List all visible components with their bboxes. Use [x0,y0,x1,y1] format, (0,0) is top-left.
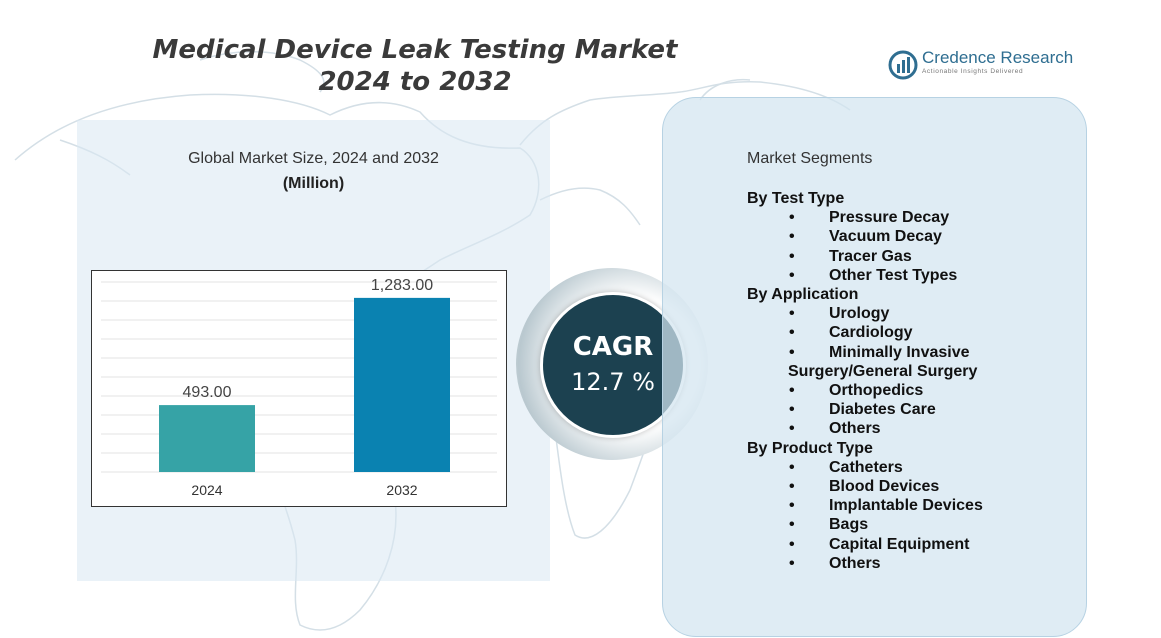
bar-2024 [159,405,255,472]
cagr-label: CAGR [572,332,654,362]
segment-category: By Application [747,286,859,304]
segment-item: • Implantable Devices [747,496,1067,515]
bullet-icon: • [789,535,795,553]
segment-item-label: Urology [829,305,890,323]
segment-item-label: Pressure Decay [829,209,950,227]
bullet-icon: • [789,458,795,476]
segment-item: • Pressure Decay [747,208,1067,227]
segment-item-label: Blood Devices [829,478,940,496]
bullet-icon: • [789,554,795,572]
segment-item: • Blood Devices [747,477,1067,496]
segment-item-label: Others [829,420,881,438]
segment-item: • Catheters [747,458,1067,477]
segment-item: • Bags [747,515,1067,534]
segment-item-label: Capital Equipment [829,535,970,553]
title-line-1: Medical Device Leak Testing Market [152,35,678,65]
segment-item-label: Vacuum Decay [829,228,942,246]
market-segments-panel [662,97,1087,637]
bullet-icon: • [789,247,795,265]
segment-item: • Others [747,419,1067,438]
segments-heading: Market Segments [747,150,873,167]
segments-list: By Test Type • Pressure Decay • Vacuum Decay… [747,189,1067,573]
segment-item: • Others [747,554,1067,573]
segment-category: By Test Type [747,190,845,207]
chart-unit: (Million) [282,175,345,192]
data-label-2024: 493.00 [183,384,232,401]
segment-item: • Orthopedics [747,381,1067,400]
bullet-icon: • [789,478,795,496]
segment-item-label: Orthopedics [829,382,924,400]
page-title: Medical Device Leak Testing Market 2024 … [150,34,680,98]
bullet-icon: • [789,382,795,400]
bullet-icon: • [789,497,795,515]
bullet-icon: • [789,266,795,284]
segment-item: • Other Test Types [747,266,1067,285]
bullet-icon: • [789,516,795,534]
bullet-icon: • [789,420,795,438]
chart-title: Global Market Size, 2024 and 2032 [188,150,439,167]
segment-item-label: Diabetes Care [829,401,936,419]
bar-2032 [354,297,450,472]
segment-item-label: Tracer Gas [829,247,912,265]
logo-tagline: Actionable Insights Delivered [922,68,1024,75]
logo-bars-icon [888,50,918,80]
x-tick-label-2032: 2032 [386,482,417,498]
data-label-2032: 1,283.00 [371,277,433,294]
bullet-icon: • [789,228,795,246]
segment-item: • Minimally Invasive [747,343,1067,362]
bullet-icon: • [789,305,795,323]
bullet-icon: • [789,401,795,419]
bullet-icon: • [789,324,795,342]
title-line-2: 2024 to 2032 [318,67,512,97]
segment-item-label: Other Test Types [829,266,958,284]
cagr-badge [540,292,686,438]
segment-item-label: Minimally Invasive [829,343,970,361]
segment-item-label: Implantable Devices [829,497,983,515]
market-size-bar-chart: 493.00 2024 1,283.00 2032 [91,270,507,507]
bullet-icon: • [789,209,795,227]
cagr-value: 12.7 % [571,368,655,396]
brand-logo: Credence Research Actionable Insights De… [888,48,1088,82]
segment-item-label: Catheters [829,458,903,476]
segment-item: • Diabetes Care [747,400,1067,419]
segment-item: • Vacuum Decay [747,227,1067,246]
segment-item: • Capital Equipment [747,535,1067,554]
segment-item-label: Others [829,554,881,572]
segment-item-continuation: Surgery/General Surgery [788,362,978,380]
bullet-icon: • [789,343,795,361]
segment-item-label: Cardiology [829,324,913,342]
segment-item: • Cardiology [747,323,1067,342]
segment-item: • Urology [747,304,1067,323]
segment-item: • Tracer Gas [747,247,1067,266]
segment-category: By Product Type [747,439,873,457]
logo-name: Credence Research [922,48,1074,67]
x-tick-label-2024: 2024 [191,482,222,498]
segment-item-label: Bags [829,516,869,534]
